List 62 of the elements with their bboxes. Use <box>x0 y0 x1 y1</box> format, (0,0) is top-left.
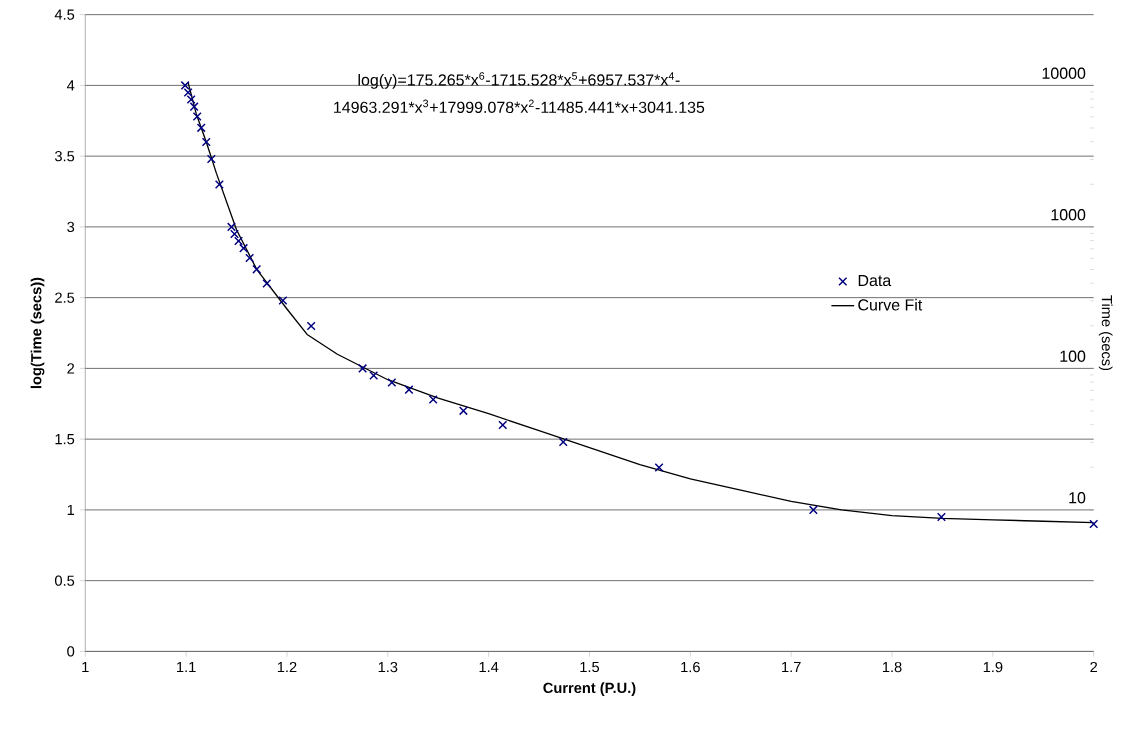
legend-label: Data <box>858 274 892 287</box>
annotation: 14963.291*x$^{3}$+17999.078*x$^{2}$-11485.441*x+3041.135 <box>334 99 705 113</box>
point <box>387 378 397 388</box>
y-tick-label: 0 <box>67 646 75 657</box>
point <box>262 279 272 289</box>
y-tick-label: 2.5 <box>55 292 75 303</box>
x-tick-label: 1.3 <box>378 661 398 673</box>
y2-tick-label: 1000 <box>1051 209 1086 221</box>
point <box>226 222 236 232</box>
y-tick-label: 0.5 <box>54 575 75 586</box>
x-axis-title: Current (P.U.) <box>543 682 636 696</box>
x-tick-label: 1.5 <box>580 661 600 673</box>
x-tick-label: 1.4 <box>479 661 499 672</box>
y-axis-title: log(Time (secs)) <box>30 277 45 389</box>
point <box>278 295 288 305</box>
point <box>206 154 216 164</box>
y-tick-label: 4.5 <box>54 9 75 20</box>
point <box>192 112 202 122</box>
x-tick-label: 2 <box>1090 661 1098 673</box>
point <box>180 80 190 90</box>
point <box>558 437 568 447</box>
x-tick-label: 1 <box>82 661 89 672</box>
point <box>201 137 211 147</box>
y-tick-label: 2 <box>67 363 75 374</box>
point <box>458 406 468 416</box>
y-tick-label: 3.5 <box>54 150 75 162</box>
y2-tick-label: 100 <box>1060 350 1086 362</box>
point <box>654 462 664 472</box>
y-tick-label: 4 <box>66 80 75 91</box>
y2-tick-label: 10 <box>1069 492 1086 504</box>
legend-label: Curve Fit <box>858 298 923 311</box>
point <box>369 370 379 380</box>
point <box>936 512 946 522</box>
point <box>306 321 316 331</box>
y-tick-label: 1.5 <box>55 434 75 445</box>
point <box>196 123 206 133</box>
x-tick-label: 1.9 <box>983 661 1003 673</box>
y-tick-label: 1 <box>67 504 75 515</box>
point <box>214 179 224 189</box>
point <box>245 253 255 263</box>
point <box>234 236 244 246</box>
y-tick-label: 3 <box>67 221 75 233</box>
y2-axis-title: Time (secs) <box>1098 295 1113 371</box>
point <box>428 395 438 405</box>
point <box>183 87 193 97</box>
x-tick-label: 1.1 <box>177 661 196 672</box>
point <box>404 385 414 395</box>
point <box>498 420 508 430</box>
point <box>1089 519 1099 529</box>
point <box>239 243 249 253</box>
x-tick-label: 1.7 <box>782 661 801 672</box>
point <box>358 363 368 373</box>
point <box>186 95 196 105</box>
y2-tick-label: 10000 <box>1042 67 1086 79</box>
x-tick-label: 1.8 <box>882 661 902 673</box>
point <box>252 264 262 274</box>
point <box>230 229 240 239</box>
point <box>189 102 199 112</box>
x-tick-label: 1.2 <box>277 661 297 673</box>
x-tick-label: 1.6 <box>681 661 700 673</box>
point <box>808 505 818 515</box>
annotation: log(y)=175.265*x$^{6}$-1715.528*x$^{5}$+6957.537*x$^{4}$- <box>358 72 680 89</box>
